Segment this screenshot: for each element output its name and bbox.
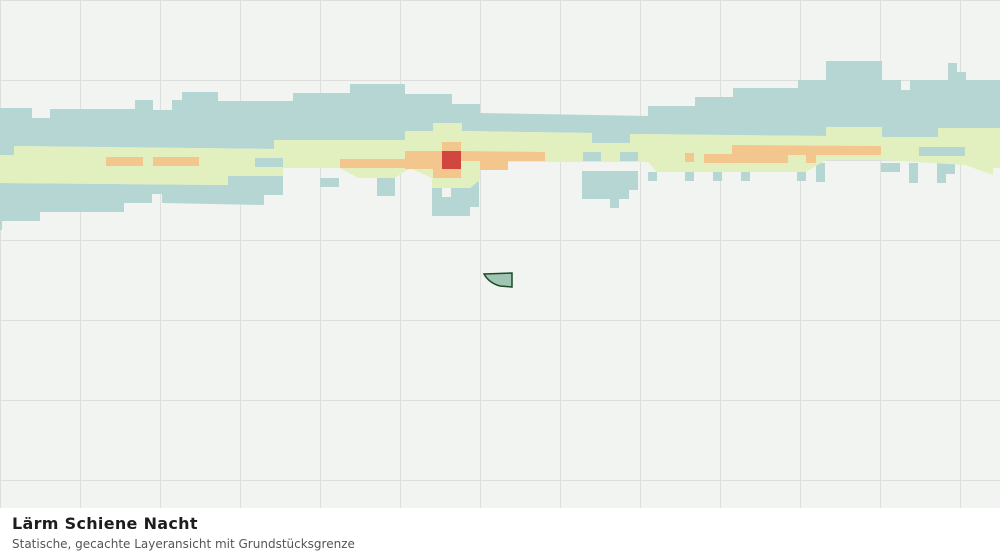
caption: Lärm Schiene Nacht Statische, gecachte L…: [0, 508, 1000, 560]
layer-subtitle: Statische, gecachte Layeransicht mit Gru…: [12, 537, 355, 551]
parcel-boundary: [482, 272, 513, 288]
map-view: [0, 0, 1000, 508]
tile-grid: [0, 0, 1000, 508]
layer-title: Lärm Schiene Nacht: [12, 514, 198, 533]
noise-zone-high: [106, 142, 881, 178]
noise-zone-very-high: [442, 151, 461, 169]
noise-zone-low-overlay: [255, 147, 965, 167]
